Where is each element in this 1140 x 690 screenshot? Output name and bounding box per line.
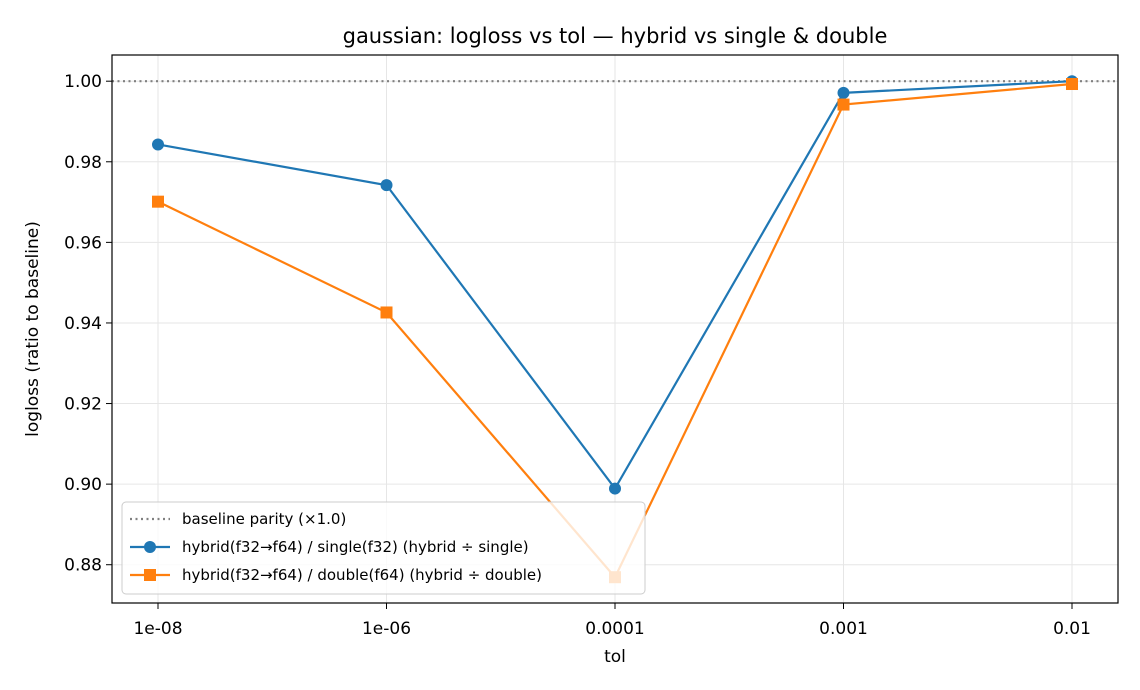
data-point	[837, 86, 850, 99]
legend-marker	[144, 569, 156, 581]
x-tick-label: 1e-08	[133, 619, 182, 639]
legend-label: baseline parity (×1.0)	[182, 510, 346, 528]
x-axis-label: tol	[604, 647, 626, 667]
data-point	[152, 195, 164, 208]
legend-box	[121, 501, 646, 595]
legend: baseline parity (×1.0) hybrid(f32→f64) / …	[121, 501, 646, 595]
legend-item: baseline parity (×1.0)	[130, 510, 346, 528]
data-point	[609, 482, 621, 495]
legend-marker	[144, 541, 156, 553]
data-point	[1066, 78, 1078, 91]
x-axis: 1e-08 1e-06 0.0001 0.001 0.01	[133, 603, 1091, 639]
y-tick-label: 0.98	[64, 153, 102, 173]
x-tick-label: 0.0001	[585, 619, 644, 639]
grid	[112, 55, 1118, 603]
data-point	[380, 306, 393, 319]
y-tick-label: 0.88	[64, 556, 102, 576]
y-axis-label: logloss (ratio to baseline)	[23, 221, 43, 437]
y-tick-label: 0.92	[64, 395, 102, 415]
y-axis: 0.88 0.90 0.92 0.94 0.96 0.98 1.00	[64, 72, 112, 576]
data-point	[837, 98, 850, 111]
y-tick-label: 0.94	[64, 314, 102, 334]
y-tick-label: 0.90	[64, 475, 102, 495]
x-tick-label: 1e-06	[362, 619, 411, 639]
x-tick-label: 0.001	[819, 619, 868, 639]
data-point	[380, 179, 393, 192]
y-tick-label: 0.96	[64, 233, 102, 253]
legend-label: hybrid(f32→f64) / single(f32) (hybrid ÷ …	[182, 538, 529, 556]
data-point	[152, 138, 164, 151]
legend-label: hybrid(f32→f64) / double(f64) (hybrid ÷ …	[182, 566, 542, 584]
x-tick-label: 0.01	[1053, 619, 1091, 639]
legend-item: hybrid(f32→f64) / single(f32) (hybrid ÷ …	[130, 538, 529, 556]
y-tick-label: 1.00	[64, 72, 102, 92]
chart-title: gaussian: logloss vs tol — hybrid vs sin…	[343, 24, 888, 48]
legend-item: hybrid(f32→f64) / double(f64) (hybrid ÷ …	[130, 566, 542, 584]
